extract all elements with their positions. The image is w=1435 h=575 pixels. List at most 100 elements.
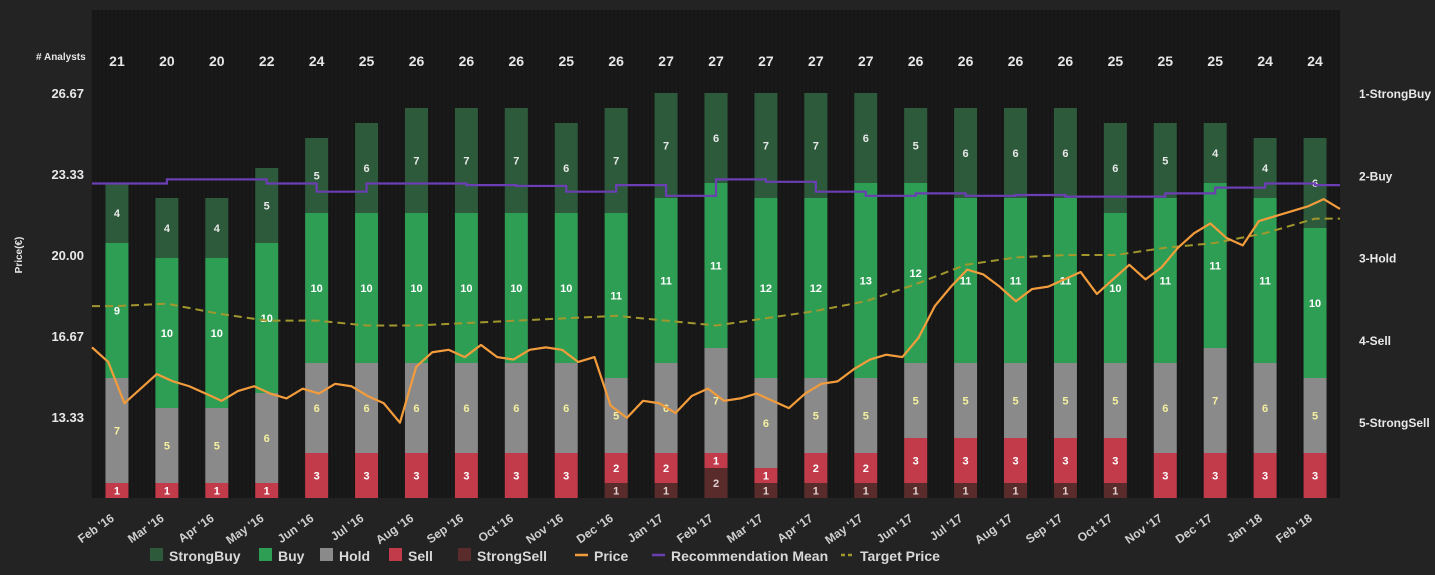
bar-segment-hold[interactable] <box>454 363 478 453</box>
bar-segment-hold[interactable] <box>704 348 728 453</box>
bar-segment-buy[interactable] <box>854 183 878 378</box>
bar-segment-buy[interactable] <box>305 213 329 363</box>
bar-segment-buy[interactable] <box>355 213 379 363</box>
bar-segment-strongbuy[interactable] <box>1203 123 1227 183</box>
bar-segment-hold[interactable] <box>355 363 379 453</box>
bar-segment-strongbuy[interactable] <box>904 108 928 183</box>
bar-segment-sell[interactable] <box>904 438 928 483</box>
bar-segment-strongbuy[interactable] <box>654 93 678 198</box>
bar-segment-buy[interactable] <box>554 213 578 363</box>
bar-segment-strongbuy[interactable] <box>105 183 129 243</box>
bar-segment-strongbuy[interactable] <box>804 93 828 198</box>
bar-segment-hold[interactable] <box>554 363 578 453</box>
bar-segment-strongsell[interactable] <box>854 483 878 498</box>
bar-segment-hold[interactable] <box>1103 363 1127 438</box>
legend-swatch-strongsell[interactable] <box>458 548 471 561</box>
bar-segment-sell[interactable] <box>1303 453 1327 498</box>
bar-segment-sell[interactable] <box>754 468 778 483</box>
bar-segment-strongsell[interactable] <box>1004 483 1028 498</box>
bar-segment-buy[interactable] <box>155 258 179 408</box>
bar-segment-strongsell[interactable] <box>954 483 978 498</box>
bar-segment-hold[interactable] <box>904 363 928 438</box>
bar-segment-hold[interactable] <box>1053 363 1077 438</box>
bar-segment-sell[interactable] <box>1253 453 1277 498</box>
bar-segment-buy[interactable] <box>1004 198 1028 363</box>
bar-segment-buy[interactable] <box>654 198 678 363</box>
bar-segment-strongbuy[interactable] <box>404 108 428 213</box>
bar-segment-sell[interactable] <box>1153 453 1177 498</box>
bar-segment-strongbuy[interactable] <box>454 108 478 213</box>
bar-segment-sell[interactable] <box>155 483 179 498</box>
bar-segment-sell[interactable] <box>205 483 229 498</box>
bar-segment-strongbuy[interactable] <box>1053 108 1077 198</box>
bar-segment-hold[interactable] <box>504 363 528 453</box>
bar-segment-hold[interactable] <box>1004 363 1028 438</box>
bar-segment-hold[interactable] <box>954 363 978 438</box>
bar-segment-buy[interactable] <box>105 243 129 378</box>
bar-segment-strongbuy[interactable] <box>1004 108 1028 198</box>
bar-segment-hold[interactable] <box>305 363 329 453</box>
bar-segment-buy[interactable] <box>754 198 778 378</box>
bar-segment-strongsell[interactable] <box>604 483 628 498</box>
bar-segment-hold[interactable] <box>1253 363 1277 453</box>
bar-segment-buy[interactable] <box>804 198 828 378</box>
bar-segment-strongbuy[interactable] <box>1103 123 1127 213</box>
bar-segment-sell[interactable] <box>1203 453 1227 498</box>
bar-segment-sell[interactable] <box>305 453 329 498</box>
bar-segment-buy[interactable] <box>954 198 978 363</box>
bar-segment-sell[interactable] <box>504 453 528 498</box>
bar-segment-buy[interactable] <box>904 183 928 363</box>
bar-segment-hold[interactable] <box>1303 378 1327 453</box>
bar-segment-hold[interactable] <box>205 408 229 483</box>
bar-segment-strongbuy[interactable] <box>854 93 878 183</box>
bar-segment-sell[interactable] <box>1053 438 1077 483</box>
bar-segment-strongsell[interactable] <box>1053 483 1077 498</box>
bar-segment-sell[interactable] <box>1004 438 1028 483</box>
bar-segment-hold[interactable] <box>604 378 628 453</box>
bar-segment-hold[interactable] <box>105 378 129 483</box>
bar-segment-buy[interactable] <box>454 213 478 363</box>
bar-segment-strongsell[interactable] <box>1103 483 1127 498</box>
bar-segment-strongbuy[interactable] <box>355 123 379 213</box>
bar-segment-sell[interactable] <box>454 453 478 498</box>
bar-segment-buy[interactable] <box>1103 213 1127 363</box>
bar-segment-sell[interactable] <box>804 453 828 483</box>
bar-segment-buy[interactable] <box>205 258 229 408</box>
bar-segment-strongbuy[interactable] <box>205 198 229 258</box>
bar-segment-sell[interactable] <box>604 453 628 483</box>
legend-swatch-buy[interactable] <box>259 548 272 561</box>
bar-segment-hold[interactable] <box>255 393 279 483</box>
bar-segment-sell[interactable] <box>255 483 279 498</box>
bar-segment-sell[interactable] <box>1103 438 1127 483</box>
legend-swatch-hold[interactable] <box>320 548 333 561</box>
bar-segment-buy[interactable] <box>504 213 528 363</box>
bar-segment-strongbuy[interactable] <box>704 93 728 183</box>
bar-segment-buy[interactable] <box>1303 228 1327 378</box>
bar-segment-strongsell[interactable] <box>754 483 778 498</box>
bar-segment-buy[interactable] <box>1153 198 1177 363</box>
bar-segment-strongbuy[interactable] <box>305 138 329 213</box>
bar-segment-strongbuy[interactable] <box>554 123 578 213</box>
bar-segment-sell[interactable] <box>854 453 878 483</box>
bar-segment-strongsell[interactable] <box>704 468 728 498</box>
bar-segment-strongbuy[interactable] <box>255 168 279 243</box>
bar-segment-strongbuy[interactable] <box>954 108 978 198</box>
bar-segment-strongbuy[interactable] <box>1153 123 1177 198</box>
bar-segment-strongbuy[interactable] <box>604 108 628 213</box>
bar-segment-strongsell[interactable] <box>804 483 828 498</box>
bar-segment-sell[interactable] <box>105 483 129 498</box>
bar-segment-strongbuy[interactable] <box>754 93 778 198</box>
bar-segment-hold[interactable] <box>854 378 878 453</box>
bar-segment-buy[interactable] <box>255 243 279 393</box>
bar-segment-hold[interactable] <box>1153 363 1177 453</box>
bar-segment-sell[interactable] <box>954 438 978 483</box>
bar-segment-sell[interactable] <box>654 453 678 483</box>
bar-segment-strongsell[interactable] <box>904 483 928 498</box>
bar-segment-sell[interactable] <box>355 453 379 498</box>
bar-segment-hold[interactable] <box>155 408 179 483</box>
bar-segment-sell[interactable] <box>404 453 428 498</box>
legend-swatch-strongbuy[interactable] <box>150 548 163 561</box>
bar-segment-sell[interactable] <box>554 453 578 498</box>
legend-swatch-sell[interactable] <box>389 548 402 561</box>
bar-segment-buy[interactable] <box>1053 198 1077 363</box>
